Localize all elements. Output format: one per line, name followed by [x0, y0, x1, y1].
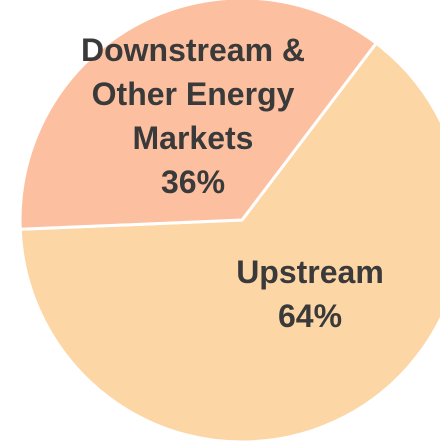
slice-value-label: 64% — [277, 298, 343, 334]
slice-value-label: 36% — [160, 164, 226, 200]
pie-slice — [18, 41, 440, 442]
pie-slice — [18, 0, 379, 231]
slice-label: Upstream — [236, 254, 384, 290]
slice-label: Downstream & Other Energy Markets — [80, 32, 306, 156]
